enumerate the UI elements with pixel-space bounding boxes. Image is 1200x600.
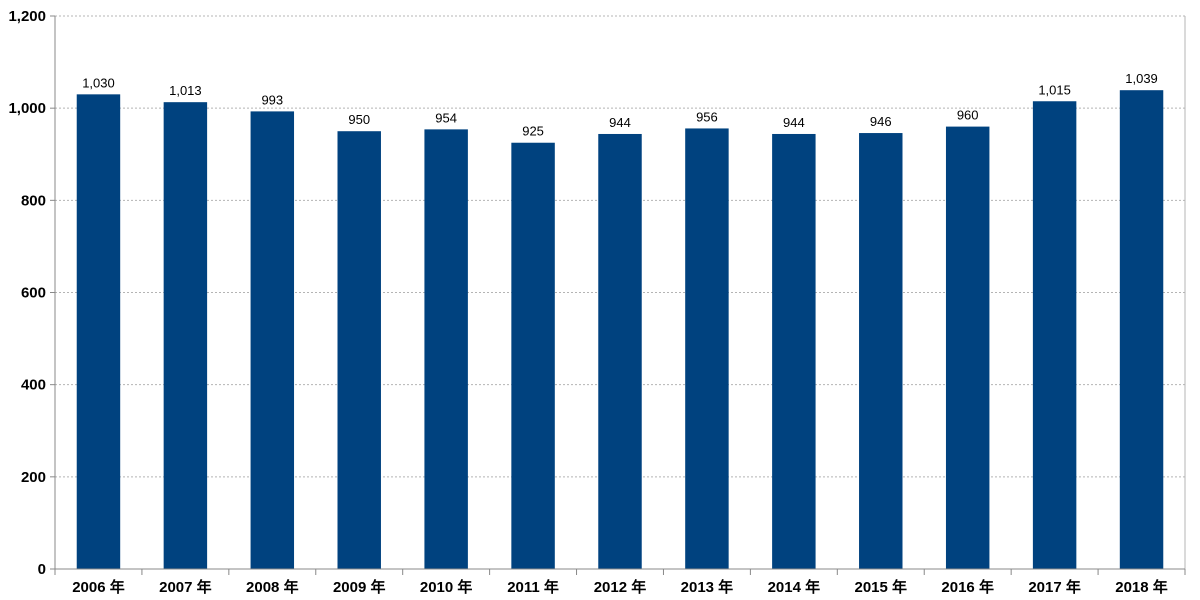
data-label: 993 <box>261 92 283 107</box>
x-tick-label: 2009 年 <box>333 578 386 596</box>
data-label: 1,013 <box>169 83 202 98</box>
y-tick-label: 200 <box>21 469 46 486</box>
bar <box>163 102 208 569</box>
data-label: 944 <box>783 115 805 130</box>
bar <box>772 133 816 569</box>
y-tick-label: 1,000 <box>8 100 46 117</box>
bar <box>685 128 729 569</box>
data-label: 925 <box>522 124 544 139</box>
data-label: 946 <box>870 114 892 129</box>
bar <box>859 133 903 569</box>
x-tick-label: 2016 年 <box>941 578 994 596</box>
data-label: 1,030 <box>82 75 115 90</box>
y-tick-label: 1,200 <box>8 8 46 25</box>
x-tick-label: 2006 年 <box>72 578 125 596</box>
data-label: 960 <box>957 108 979 123</box>
bar <box>945 126 990 569</box>
x-tick-label: 2007 年 <box>159 578 212 596</box>
x-tick-label: 2015 年 <box>854 578 907 596</box>
bars <box>76 90 1164 570</box>
y-tick-label: 400 <box>21 377 46 394</box>
x-tick-label: 2013 年 <box>681 578 734 596</box>
data-label: 954 <box>435 110 457 125</box>
bar <box>1119 90 1164 570</box>
x-tick-label: 2014 年 <box>768 578 821 596</box>
bar <box>511 142 555 569</box>
x-tick-label: 2008 年 <box>246 578 299 596</box>
y-tick-label: 800 <box>21 192 46 209</box>
data-label: 950 <box>348 112 370 127</box>
x-tick-label: 2010 年 <box>420 578 473 596</box>
data-label: 944 <box>609 115 631 130</box>
bar <box>424 129 468 570</box>
bar <box>250 111 295 569</box>
y-tick-label: 0 <box>38 561 46 578</box>
x-axis-ticks: 2006 年 2007 年 2008 年 2009 年 2010 年 2011 年 2012… <box>54 569 1186 596</box>
data-label: 1,039 <box>1125 71 1158 86</box>
x-tick-label: 2017 年 <box>1028 578 1081 596</box>
x-tick-label: 2012 年 <box>594 578 647 596</box>
data-labels: 1,030 1,013 993 950 954 925 944 956 944 946 960 1,0… <box>82 71 1158 139</box>
data-label: 1,015 <box>1038 82 1071 97</box>
data-label: 956 <box>696 109 718 124</box>
y-tick-label: 600 <box>21 285 46 302</box>
bar <box>598 133 642 569</box>
bar <box>76 94 121 569</box>
bar <box>1032 101 1077 570</box>
bar <box>337 131 381 570</box>
x-tick-label: 2018 年 <box>1115 578 1168 596</box>
x-tick-label: 2011 年 <box>507 578 559 596</box>
y-axis-ticks: 0 200 400 600 800 1,000 1,200 <box>8 8 55 578</box>
